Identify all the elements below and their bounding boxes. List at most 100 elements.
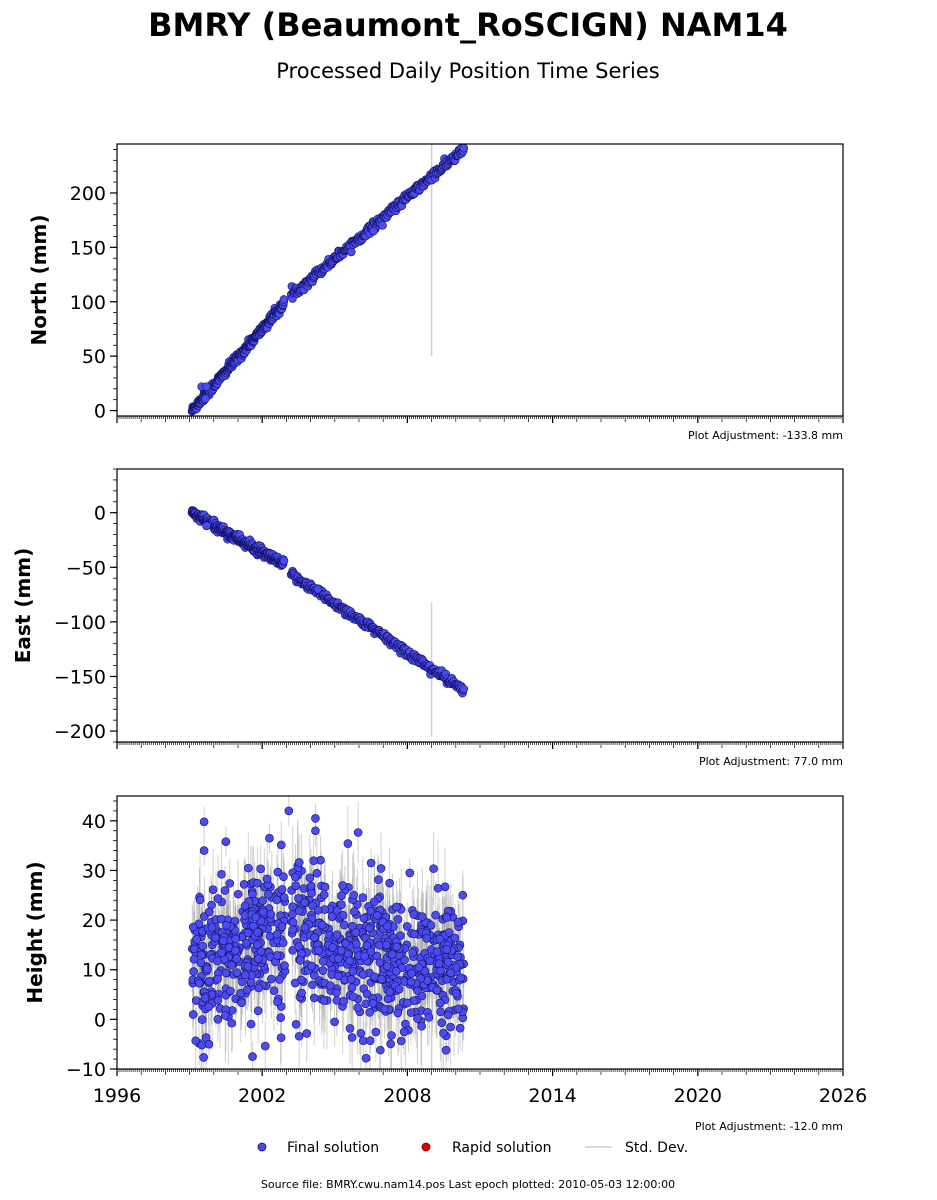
data-point [204,976,214,986]
data-point [366,858,376,868]
y-tick-label: −200 [54,721,106,743]
data-point [189,954,199,964]
data-point [276,1033,286,1042]
data-point [226,986,235,996]
data-point [308,980,317,990]
data-point [306,881,316,891]
data-point [385,878,394,888]
data-point [406,1008,416,1017]
data-point [314,946,323,955]
data-point [375,958,385,967]
data-point [242,985,252,995]
data-point [217,948,226,958]
data-point [244,863,253,873]
data-point [264,890,273,899]
data-point [195,895,205,905]
data-point [299,884,309,893]
data-point [279,295,289,304]
data-point [231,946,240,956]
y-tick-label: 30 [82,860,106,882]
data-point [339,920,349,930]
data-point [192,935,201,944]
data-point [227,1018,237,1028]
data-point [392,902,401,912]
data-point [353,828,363,837]
y-tick-label: −50 [66,557,106,579]
data-point [417,912,427,922]
data-point [216,914,226,924]
data-point [365,923,374,933]
y-tick-label: 150 [70,237,106,259]
data-point [320,882,330,892]
x-tick-label: 2008 [383,1085,431,1107]
data-point [242,938,251,948]
data-point [426,920,436,930]
data-point [377,974,386,984]
data-point [265,931,275,941]
data-point [378,221,387,230]
data-point [284,806,294,816]
y-tick-label: 0 [94,503,106,525]
y-tick-label: 0 [94,1009,106,1031]
data-point [435,934,445,944]
data-point [336,946,346,955]
data-point [258,896,267,906]
data-point [348,967,358,976]
data-point [288,946,297,955]
data-point [213,1015,223,1024]
data-point [265,833,274,843]
data-point [393,915,403,924]
data-point [347,1033,357,1042]
data-point [188,1010,198,1019]
data-point [376,864,386,873]
data-point [422,934,431,943]
data-point [300,923,310,932]
data-point [253,1006,263,1016]
data-point [429,864,438,873]
data-point [348,992,358,1002]
data-point [459,144,469,153]
data-point [207,900,216,910]
data-point [198,941,207,951]
data-point [191,996,201,1005]
data-point [256,947,266,956]
data-point [309,993,319,1003]
data-point [392,942,401,952]
data-point [442,974,452,984]
data-point [437,1018,447,1027]
data-point [326,981,335,990]
data-point [443,1010,453,1020]
data-point [221,1011,230,1020]
data-point [277,840,286,850]
data-point [327,912,337,921]
data-point [343,839,353,848]
data-point [248,1052,257,1061]
y-tick-label: 20 [82,910,106,932]
data-point [328,943,338,952]
data-point [417,991,427,1001]
data-point [346,975,356,984]
data-point [434,959,444,968]
data-point [222,921,231,930]
y-tick-label: 100 [70,292,106,314]
data-point [272,951,282,960]
data-point [207,923,217,932]
data-point [188,922,198,932]
data-point [313,905,323,915]
data-point [338,881,347,890]
data-point [291,872,300,882]
data-point [332,988,341,998]
data-point [424,1013,434,1022]
data-point [347,983,357,993]
north-plot-adjustment: Plot Adjustment: -133.8 mm [688,429,843,442]
data-point [432,947,442,957]
north-panel: 0 50 100 150 200 North (mm) Plot Adjustment: -… [27,143,844,442]
data-point [382,940,391,950]
data-point [443,957,453,967]
data-point [279,556,289,566]
data-point [232,954,241,963]
data-point [269,986,279,996]
data-point [459,684,469,694]
data-point [456,973,466,983]
data-point [279,872,288,881]
